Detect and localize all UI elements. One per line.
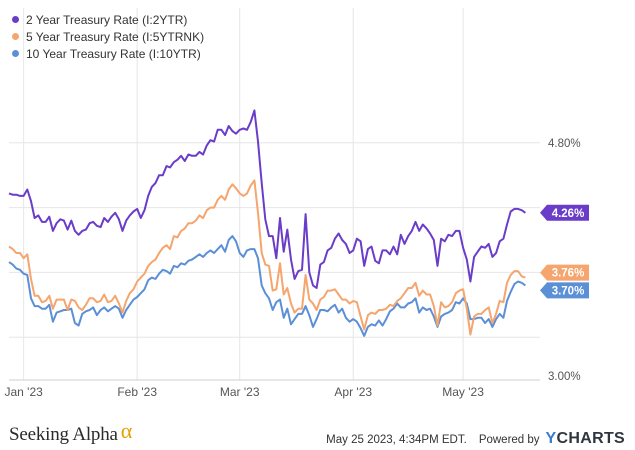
line-chart: Jan '23 Feb '23 Mar '23 Apr '23 May '23 4.80%… — [4, 8, 589, 399]
legend-item-5-year[interactable]: 5 Year Treasury Rate (I:5YTRNK) — [12, 28, 204, 45]
x-tick-label: Mar '23 — [220, 385, 260, 399]
chart-series — [8, 109, 526, 337]
end-label-ten_year: 3.70% — [540, 282, 589, 299]
end-label-text: 4.26% — [552, 208, 585, 220]
y-tick-label: 3.00% — [548, 371, 581, 383]
end-label-text: 3.70% — [552, 285, 585, 297]
chart-timestamp: May 25 2023, 4:34PM EDT. — [326, 434, 467, 446]
legend-item-2-year[interactable]: 2 Year Treasury Rate (I:2YTR) — [12, 11, 204, 28]
series-line-ten_year — [8, 235, 526, 337]
x-tick-label: May '23 — [442, 385, 484, 399]
chart-axes: Jan '23 Feb '23 Mar '23 Apr '23 May '23 4.80%… — [4, 138, 580, 399]
ycharts-logo[interactable]: YCHARTS — [545, 430, 625, 447]
seeking-alpha-wordmark: Seeking Alpha — [9, 424, 118, 445]
x-tick-label: Jan '23 — [4, 385, 43, 399]
series-line-five_year — [8, 179, 526, 336]
end-label-text: 3.76% — [552, 268, 585, 280]
chart-footer: Seeking Alpha α May 25 2023, 4:34PM EDT. … — [0, 418, 635, 450]
legend-5-year-dot — [12, 33, 19, 40]
chart-meta: May 25 2023, 4:34PM EDT. Powered by YCHA… — [326, 430, 625, 448]
legend-5-year-label: 5 Year Treasury Rate (I:5YTRNK) — [26, 29, 205, 44]
y-tick-label: 4.80% — [548, 138, 581, 150]
x-tick-label: Feb '23 — [117, 385, 157, 399]
legend-10-year-label: 10 Year Treasury Rate (I:10YTR) — [26, 46, 201, 61]
legend-2-year-dot — [12, 16, 19, 23]
chart-legend: 2 Year Treasury Rate (I:2YTR) 5 Year Tre… — [12, 11, 204, 62]
legend-2-year-label: 2 Year Treasury Rate (I:2YTR) — [26, 12, 188, 27]
seeking-alpha-logo[interactable]: Seeking Alpha α — [9, 418, 133, 446]
legend-item-10-year[interactable]: 10 Year Treasury Rate (I:10YTR) — [12, 45, 204, 62]
series-line-two_year — [8, 109, 526, 289]
x-tick-label: Apr '23 — [334, 385, 372, 399]
legend-10-year-dot — [12, 50, 19, 57]
chart-end-labels: 4.26% 3.76% 3.70% — [540, 204, 589, 299]
end-label-five_year: 3.76% — [540, 264, 589, 281]
end-label-two_year: 4.26% — [540, 204, 589, 221]
chart-grid — [9, 8, 540, 380]
powered-by-label: Powered by — [478, 434, 540, 446]
alpha-icon: α — [120, 418, 133, 443]
